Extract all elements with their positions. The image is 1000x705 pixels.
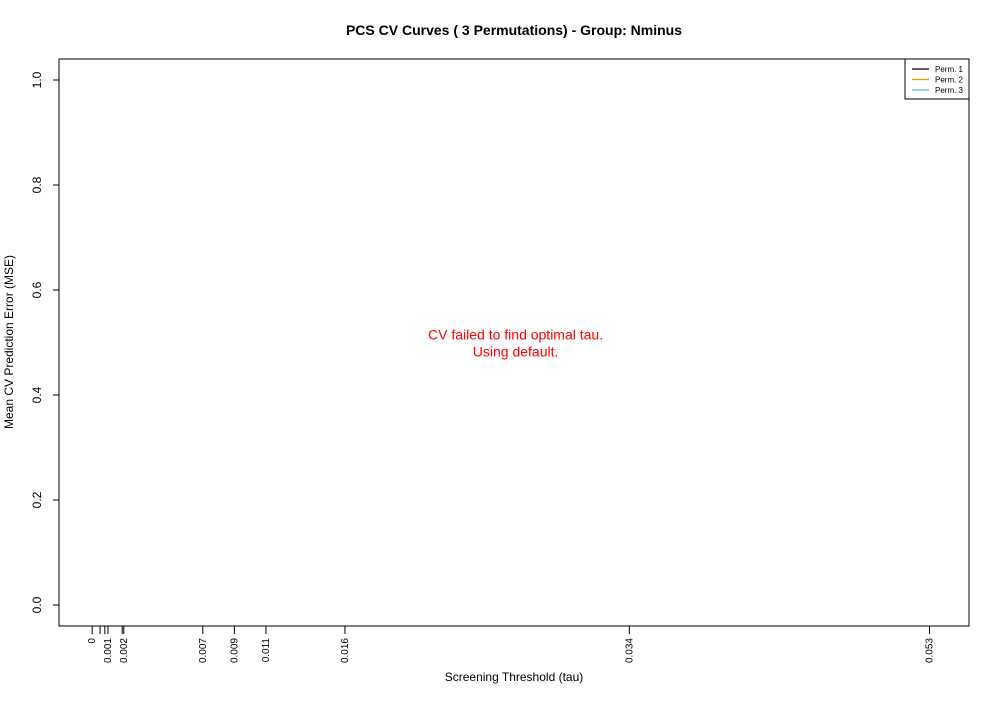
y-tick-label: 0.6 (30, 281, 44, 298)
y-axis: 0.0 0.2 0.4 0.6 0.8 1.0 (30, 71, 59, 613)
x-tick-label: 0.002 (119, 638, 130, 663)
annotation-line: Using default. (473, 344, 559, 360)
y-tick-label: 0.2 (30, 491, 44, 508)
x-tick-label: 0.016 (340, 638, 351, 663)
legend-entry: Perm. 2 (935, 76, 964, 85)
y-axis-label: Mean CV Prediction Error (MSE) (2, 255, 16, 429)
x-tick-label: 0.009 (229, 638, 240, 663)
y-tick-label: 0.0 (30, 596, 44, 613)
x-axis-label: Screening Threshold (tau) (445, 670, 584, 684)
chart-title: PCS CV Curves ( 3 Permutations) - Group:… (346, 22, 682, 38)
x-tick-label: 0.001 (103, 638, 114, 663)
x-tick-label: 0.011 (261, 638, 272, 663)
x-tick-label: 0.053 (925, 638, 936, 663)
legend-box (904, 58, 970, 100)
legend-entry: Perm. 1 (935, 65, 964, 74)
annotation-line: CV failed to find optimal tau. (428, 327, 603, 343)
plot-area (58, 58, 970, 627)
cv-failure-message: CV failed to find optimal tau.Using defa… (428, 327, 603, 360)
y-tick-label: 1.0 (30, 71, 44, 88)
x-axis: 0 0.001 0.002 0.007 0.009 0.011 0.016 0.034 0.05… (87, 626, 936, 663)
y-tick-label: 0.8 (30, 176, 44, 193)
x-tick-label: 0.007 (198, 638, 209, 663)
x-tick-label: 0.034 (624, 638, 635, 663)
x-tick-label: 0 (87, 638, 98, 644)
y-tick-label: 0.4 (30, 386, 44, 403)
legend-entry: Perm. 3 (935, 86, 964, 95)
